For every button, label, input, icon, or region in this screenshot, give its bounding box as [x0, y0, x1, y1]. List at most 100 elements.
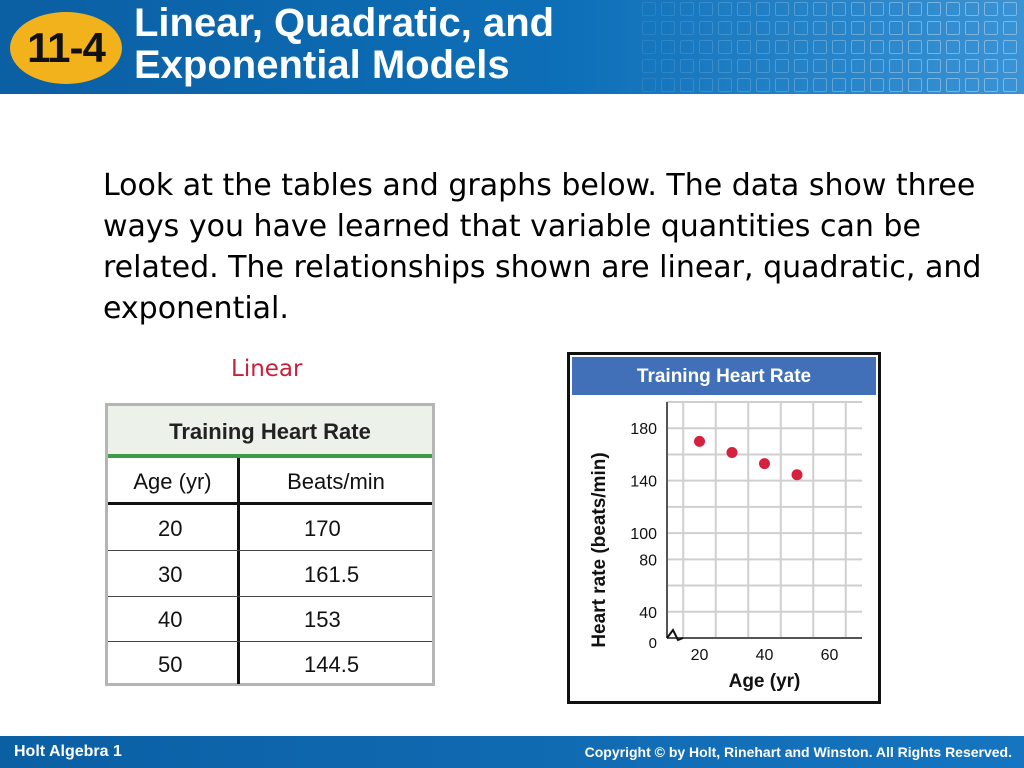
header-grid-cell [1003, 59, 1017, 73]
table-row-divider [108, 641, 432, 642]
header-grid-cell [908, 78, 922, 92]
header-grid-cell [1003, 2, 1017, 16]
axis-break-icon [666, 628, 684, 642]
header-grid-cell [718, 59, 732, 73]
header-grid-cell [642, 40, 656, 54]
header-grid-cell [642, 78, 656, 92]
header-grid-pattern [640, 0, 1024, 94]
header-grid-cell [699, 2, 713, 16]
header-grid-cell [661, 2, 675, 16]
header-grid-cell [908, 40, 922, 54]
header-grid-cell [775, 2, 789, 16]
header-grid-cell [775, 40, 789, 54]
header-grid-cell [680, 59, 694, 73]
header-grid-cell [794, 40, 808, 54]
header-grid-cell [927, 59, 941, 73]
y-axis-title: Heart rate (beats/min) [589, 452, 610, 647]
data-point [791, 469, 803, 481]
header-grid-cell [718, 78, 732, 92]
header-grid-cell [946, 78, 960, 92]
header-grid-cell [699, 78, 713, 92]
header-grid-cell [832, 59, 846, 73]
header-grid-cell [984, 21, 998, 35]
header-grid-cell [927, 2, 941, 16]
header-grid-cell [718, 2, 732, 16]
header-grid-cell [870, 59, 884, 73]
table-header-age: Age (yr) [133, 469, 212, 494]
y-tick-label: 180 [630, 421, 657, 438]
table-cell-beats: 153 [304, 607, 341, 632]
table-header-beats: Beats/min [287, 469, 385, 494]
header-grid-cell [718, 21, 732, 35]
header-grid-cell [813, 40, 827, 54]
header-banner: 11-4 Linear, Quadratic, and Exponential … [0, 0, 1024, 94]
header-grid-cell [851, 40, 865, 54]
header-grid-cell [756, 40, 770, 54]
header-grid-cell [965, 78, 979, 92]
header-grid-cell [965, 59, 979, 73]
header-grid-cell [737, 2, 751, 16]
header-grid-cell [889, 59, 903, 73]
header-grid-cell [832, 21, 846, 35]
header-grid-cell [946, 2, 960, 16]
header-grid-cell [946, 40, 960, 54]
header-grid-cell [889, 2, 903, 16]
footer-bar: Holt Algebra 1 Copyright © by Holt, Rine… [0, 736, 1024, 768]
table-cell-age: 50 [158, 652, 183, 677]
header-grid-cell [813, 59, 827, 73]
header-grid-cell [1003, 78, 1017, 92]
y-tick-label: 80 [639, 552, 657, 569]
header-grid-cell [908, 21, 922, 35]
header-grid-cell [680, 2, 694, 16]
header-grid-cell [680, 21, 694, 35]
origin-label: 0 [649, 635, 657, 652]
header-grid-cell [661, 40, 675, 54]
footer-course: Holt Algebra 1 [14, 743, 122, 760]
data-point [759, 458, 770, 470]
header-grid-cell [984, 59, 998, 73]
header-grid-cell [927, 40, 941, 54]
header-grid-cell [794, 21, 808, 35]
header-grid-cell [813, 78, 827, 92]
header-grid-cell [965, 2, 979, 16]
header-grid-cell [908, 59, 922, 73]
header-grid-cell [699, 59, 713, 73]
header-grid-cell [737, 21, 751, 35]
header-grid-cell [756, 78, 770, 92]
header-grid-cell [965, 21, 979, 35]
header-grid-cell [889, 21, 903, 35]
table-header-divider [108, 502, 432, 505]
header-grid-cell [699, 21, 713, 35]
header-grid-cell [642, 2, 656, 16]
x-tick-label: 40 [756, 647, 774, 664]
header-grid-cell [756, 59, 770, 73]
header-grid-cell [984, 78, 998, 92]
section-label-linear: Linear [231, 356, 303, 382]
header-grid-cell [927, 21, 941, 35]
x-axis-title: Age (yr) [729, 671, 801, 692]
header-grid-cell [756, 2, 770, 16]
header-grid-cell [737, 59, 751, 73]
lesson-badge: 11-4 [10, 12, 122, 84]
header-grid-cell [737, 40, 751, 54]
page-title: Linear, Quadratic, and Exponential Model… [134, 2, 554, 86]
lesson-number: 11-4 [27, 24, 106, 71]
footer-copyright: Copyright © by Holt, Rinehart and Winsto… [584, 744, 1012, 760]
header-grid-cell [984, 2, 998, 16]
header-grid-cell [851, 2, 865, 16]
header-grid-cell [737, 78, 751, 92]
header-grid-cell [794, 78, 808, 92]
table-cell-beats: 161.5 [304, 562, 360, 587]
title-line-2: Exponential Models [134, 43, 510, 87]
header-grid-cell [984, 40, 998, 54]
header-grid-cell [946, 21, 960, 35]
intro-paragraph: Look at the tables and graphs below. The… [103, 168, 982, 326]
y-tick-label: 100 [630, 526, 657, 543]
header-grid-cell [642, 59, 656, 73]
x-tick-label: 20 [691, 647, 709, 664]
header-grid-cell [680, 78, 694, 92]
header-grid-cell [794, 59, 808, 73]
table-cell-age: 20 [158, 516, 183, 541]
header-grid-cell [870, 2, 884, 16]
header-grid-cell [756, 21, 770, 35]
